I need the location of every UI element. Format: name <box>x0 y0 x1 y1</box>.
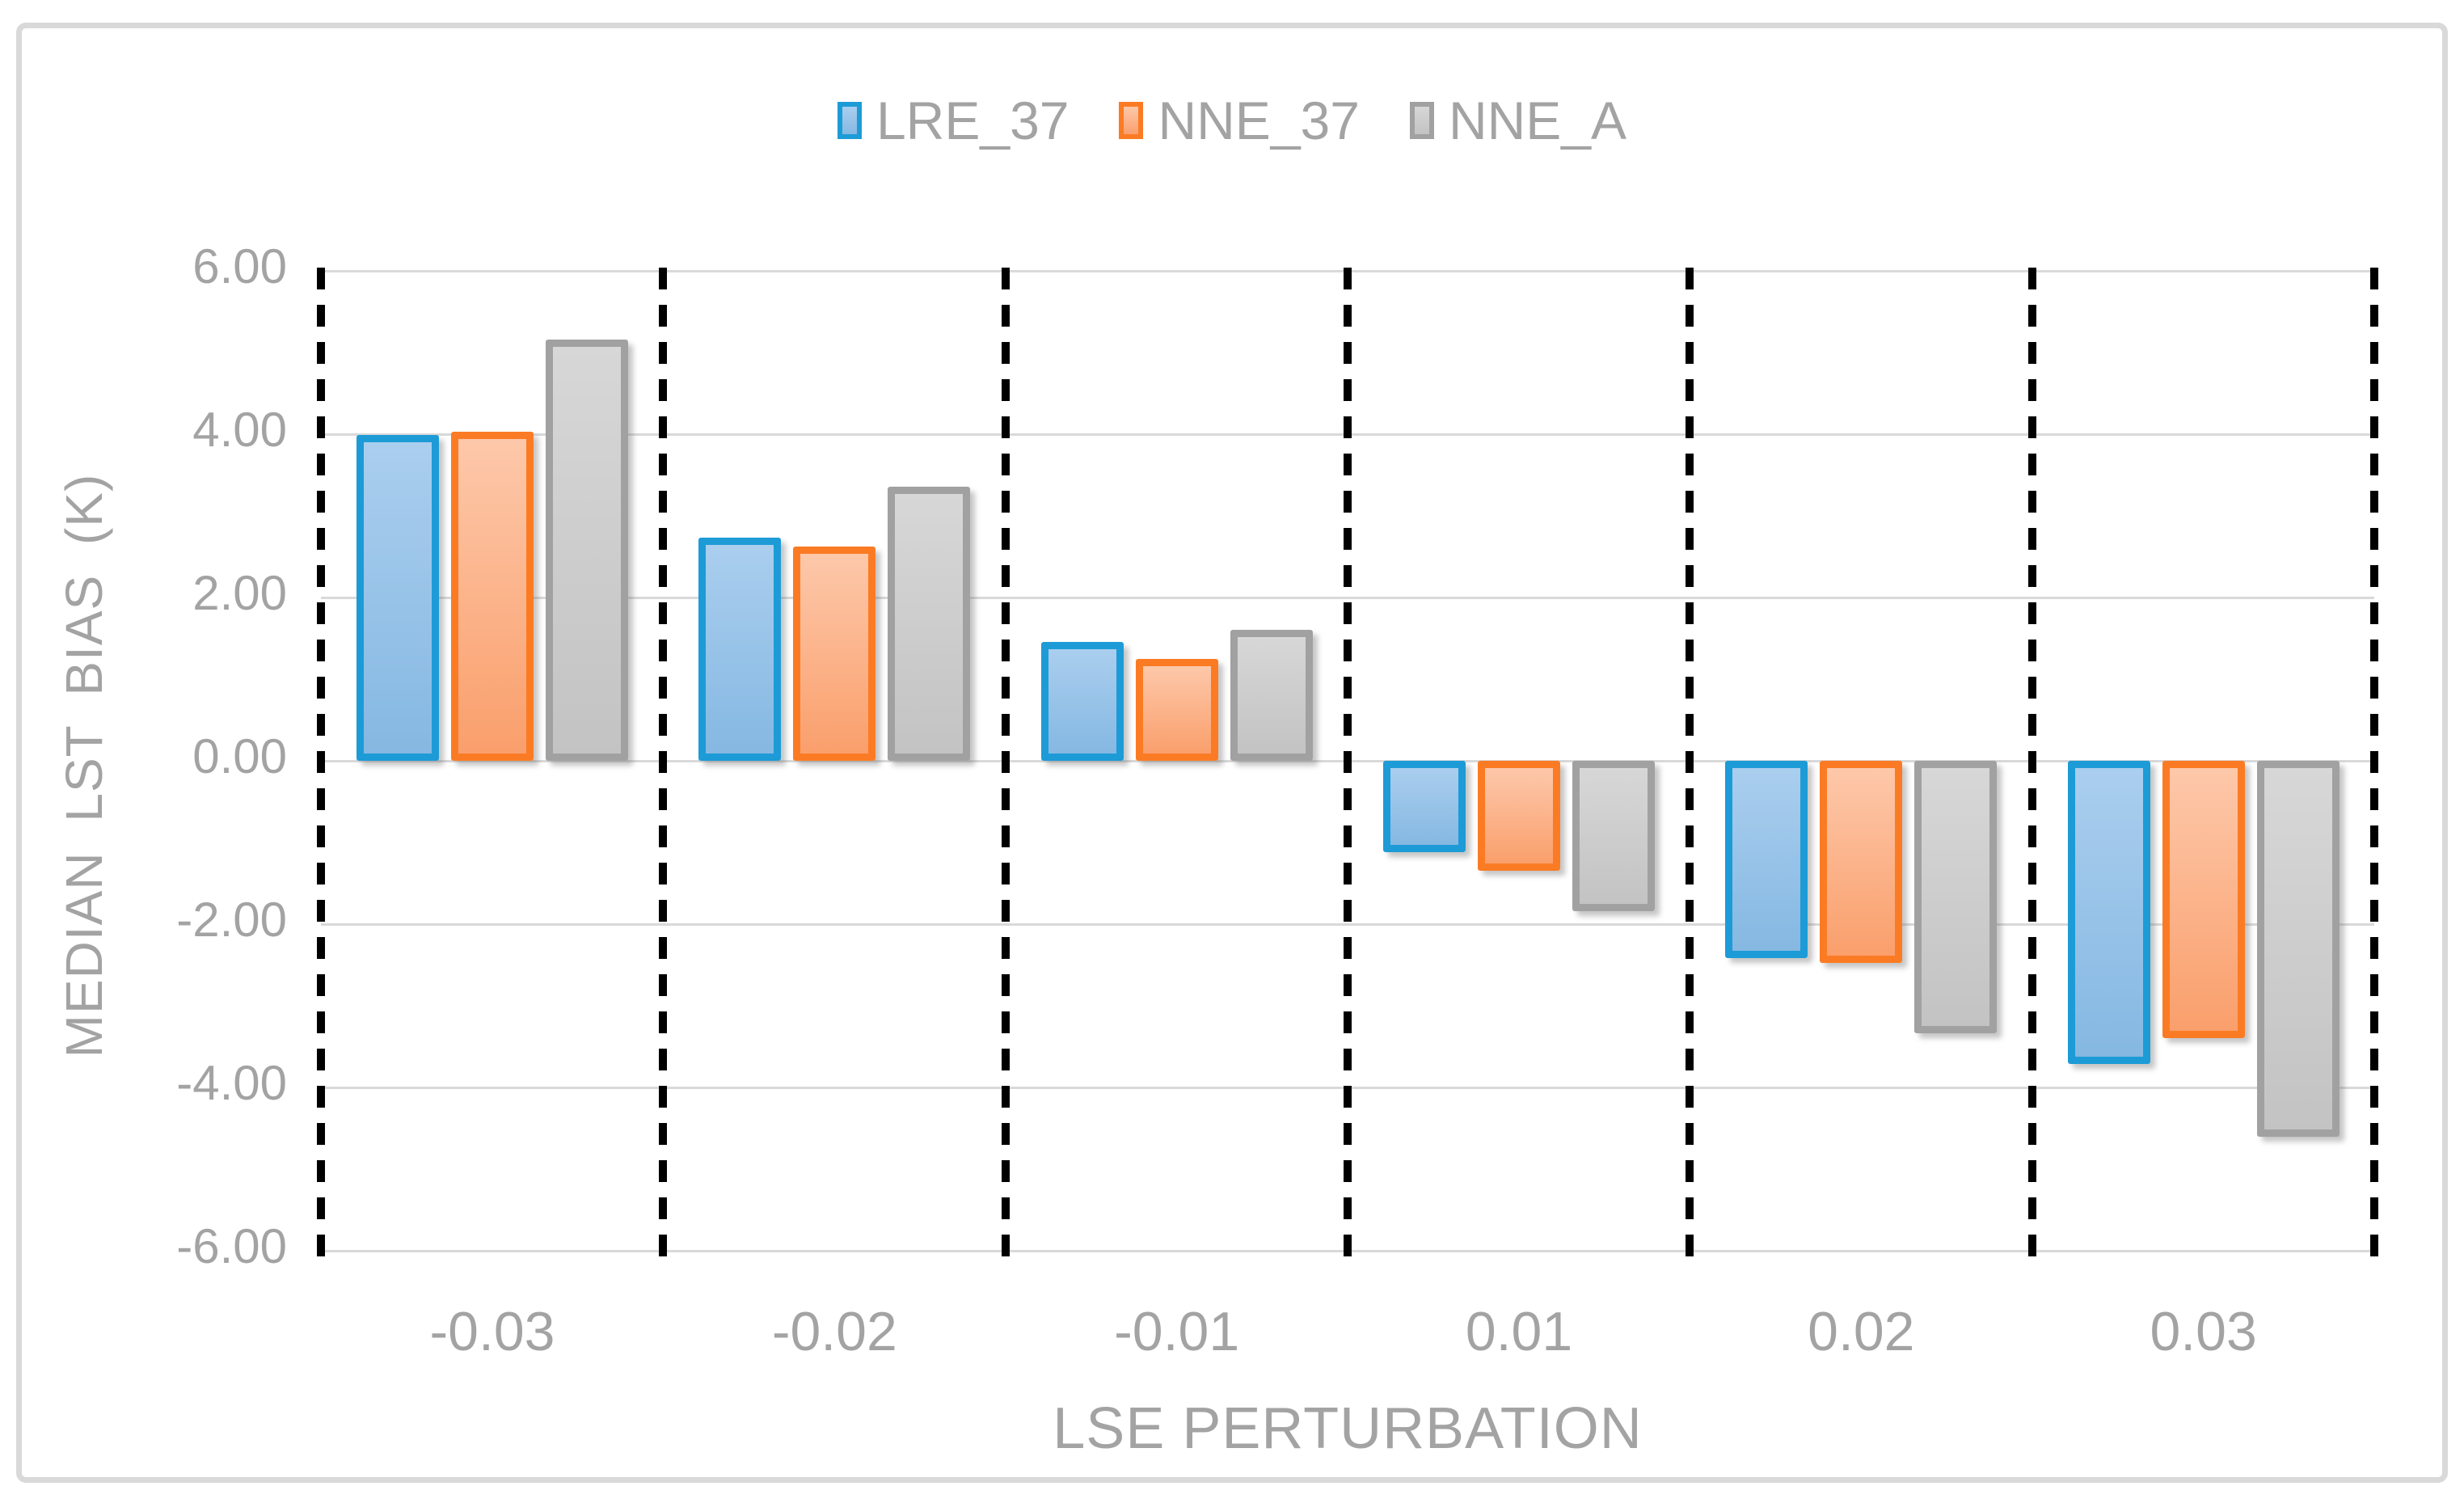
bar-NNE_A-0.01 <box>1572 761 1655 911</box>
bar-NNE_37-0.02 <box>1820 761 1903 964</box>
y-tick-label: 0.00 <box>192 729 287 783</box>
bar-LRE_37-0.02 <box>1725 761 1808 959</box>
category-separator-line <box>1344 268 1352 1267</box>
category-separator-line <box>2027 268 2036 1267</box>
legend-item-NNE_37: NNE_37 <box>1119 90 1360 151</box>
legend-swatch-icon <box>837 102 862 139</box>
y-tick-label: 4.00 <box>192 403 287 457</box>
x-tick-label: 0.03 <box>2150 1301 2257 1362</box>
bar-NNE_37--0.01 <box>1135 658 1218 761</box>
legend-label: NNE_A <box>1448 91 1627 150</box>
bar-LRE_37--0.01 <box>1040 641 1124 761</box>
bar-LRE_37--0.03 <box>357 435 439 761</box>
category-separator-line <box>2370 268 2378 1267</box>
y-tick-label: -6.00 <box>176 1219 287 1273</box>
y-tick-label: -2.00 <box>176 893 287 947</box>
legend-label: LRE_37 <box>875 91 1070 150</box>
bar-NNE_37--0.02 <box>793 547 876 761</box>
legend-swatch-icon <box>1409 102 1434 139</box>
bar-NNE_A--0.02 <box>888 486 971 761</box>
legend-item-NNE_A: NNE_A <box>1409 90 1627 151</box>
legend-swatch-icon <box>1119 102 1144 139</box>
x-tick-label: -0.03 <box>429 1301 555 1362</box>
x-tick-label: -0.02 <box>771 1301 897 1362</box>
category-separator-line <box>1686 268 1694 1267</box>
bar-LRE_37-0.03 <box>2067 761 2150 1064</box>
category-separator-line <box>659 268 668 1267</box>
y-tick-label: -4.00 <box>176 1056 287 1110</box>
bar-LRE_37-0.01 <box>1383 761 1466 853</box>
y-tick-label: 2.00 <box>192 566 287 620</box>
legend-label: NNE_37 <box>1158 91 1360 150</box>
y-tick-label: 6.00 <box>192 239 287 293</box>
category-separator-line <box>1001 268 1010 1267</box>
legend-item-LRE_37: LRE_37 <box>837 90 1070 151</box>
bar-NNE_A--0.03 <box>546 339 628 761</box>
bar-NNE_A-0.02 <box>1914 761 1998 1034</box>
chart-legend: LRE_37 NNE_37 NNE_A <box>0 83 2464 158</box>
bar-NNE_37-0.03 <box>2162 761 2245 1039</box>
category-separator-line <box>317 268 325 1267</box>
x-tick-label: 0.01 <box>1465 1301 1573 1362</box>
x-tick-label: -0.01 <box>1114 1301 1240 1362</box>
x-tick-label: 0.02 <box>1808 1301 1915 1362</box>
bar-NNE_A--0.01 <box>1230 630 1313 761</box>
bar-NNE_A-0.03 <box>2256 761 2340 1137</box>
bar-LRE_37--0.02 <box>698 538 782 761</box>
x-axis-title: LSE PERTURBATION <box>1053 1396 1643 1461</box>
bar-NNE_37--0.03 <box>451 431 534 761</box>
bar-NNE_37-0.01 <box>1478 761 1560 872</box>
